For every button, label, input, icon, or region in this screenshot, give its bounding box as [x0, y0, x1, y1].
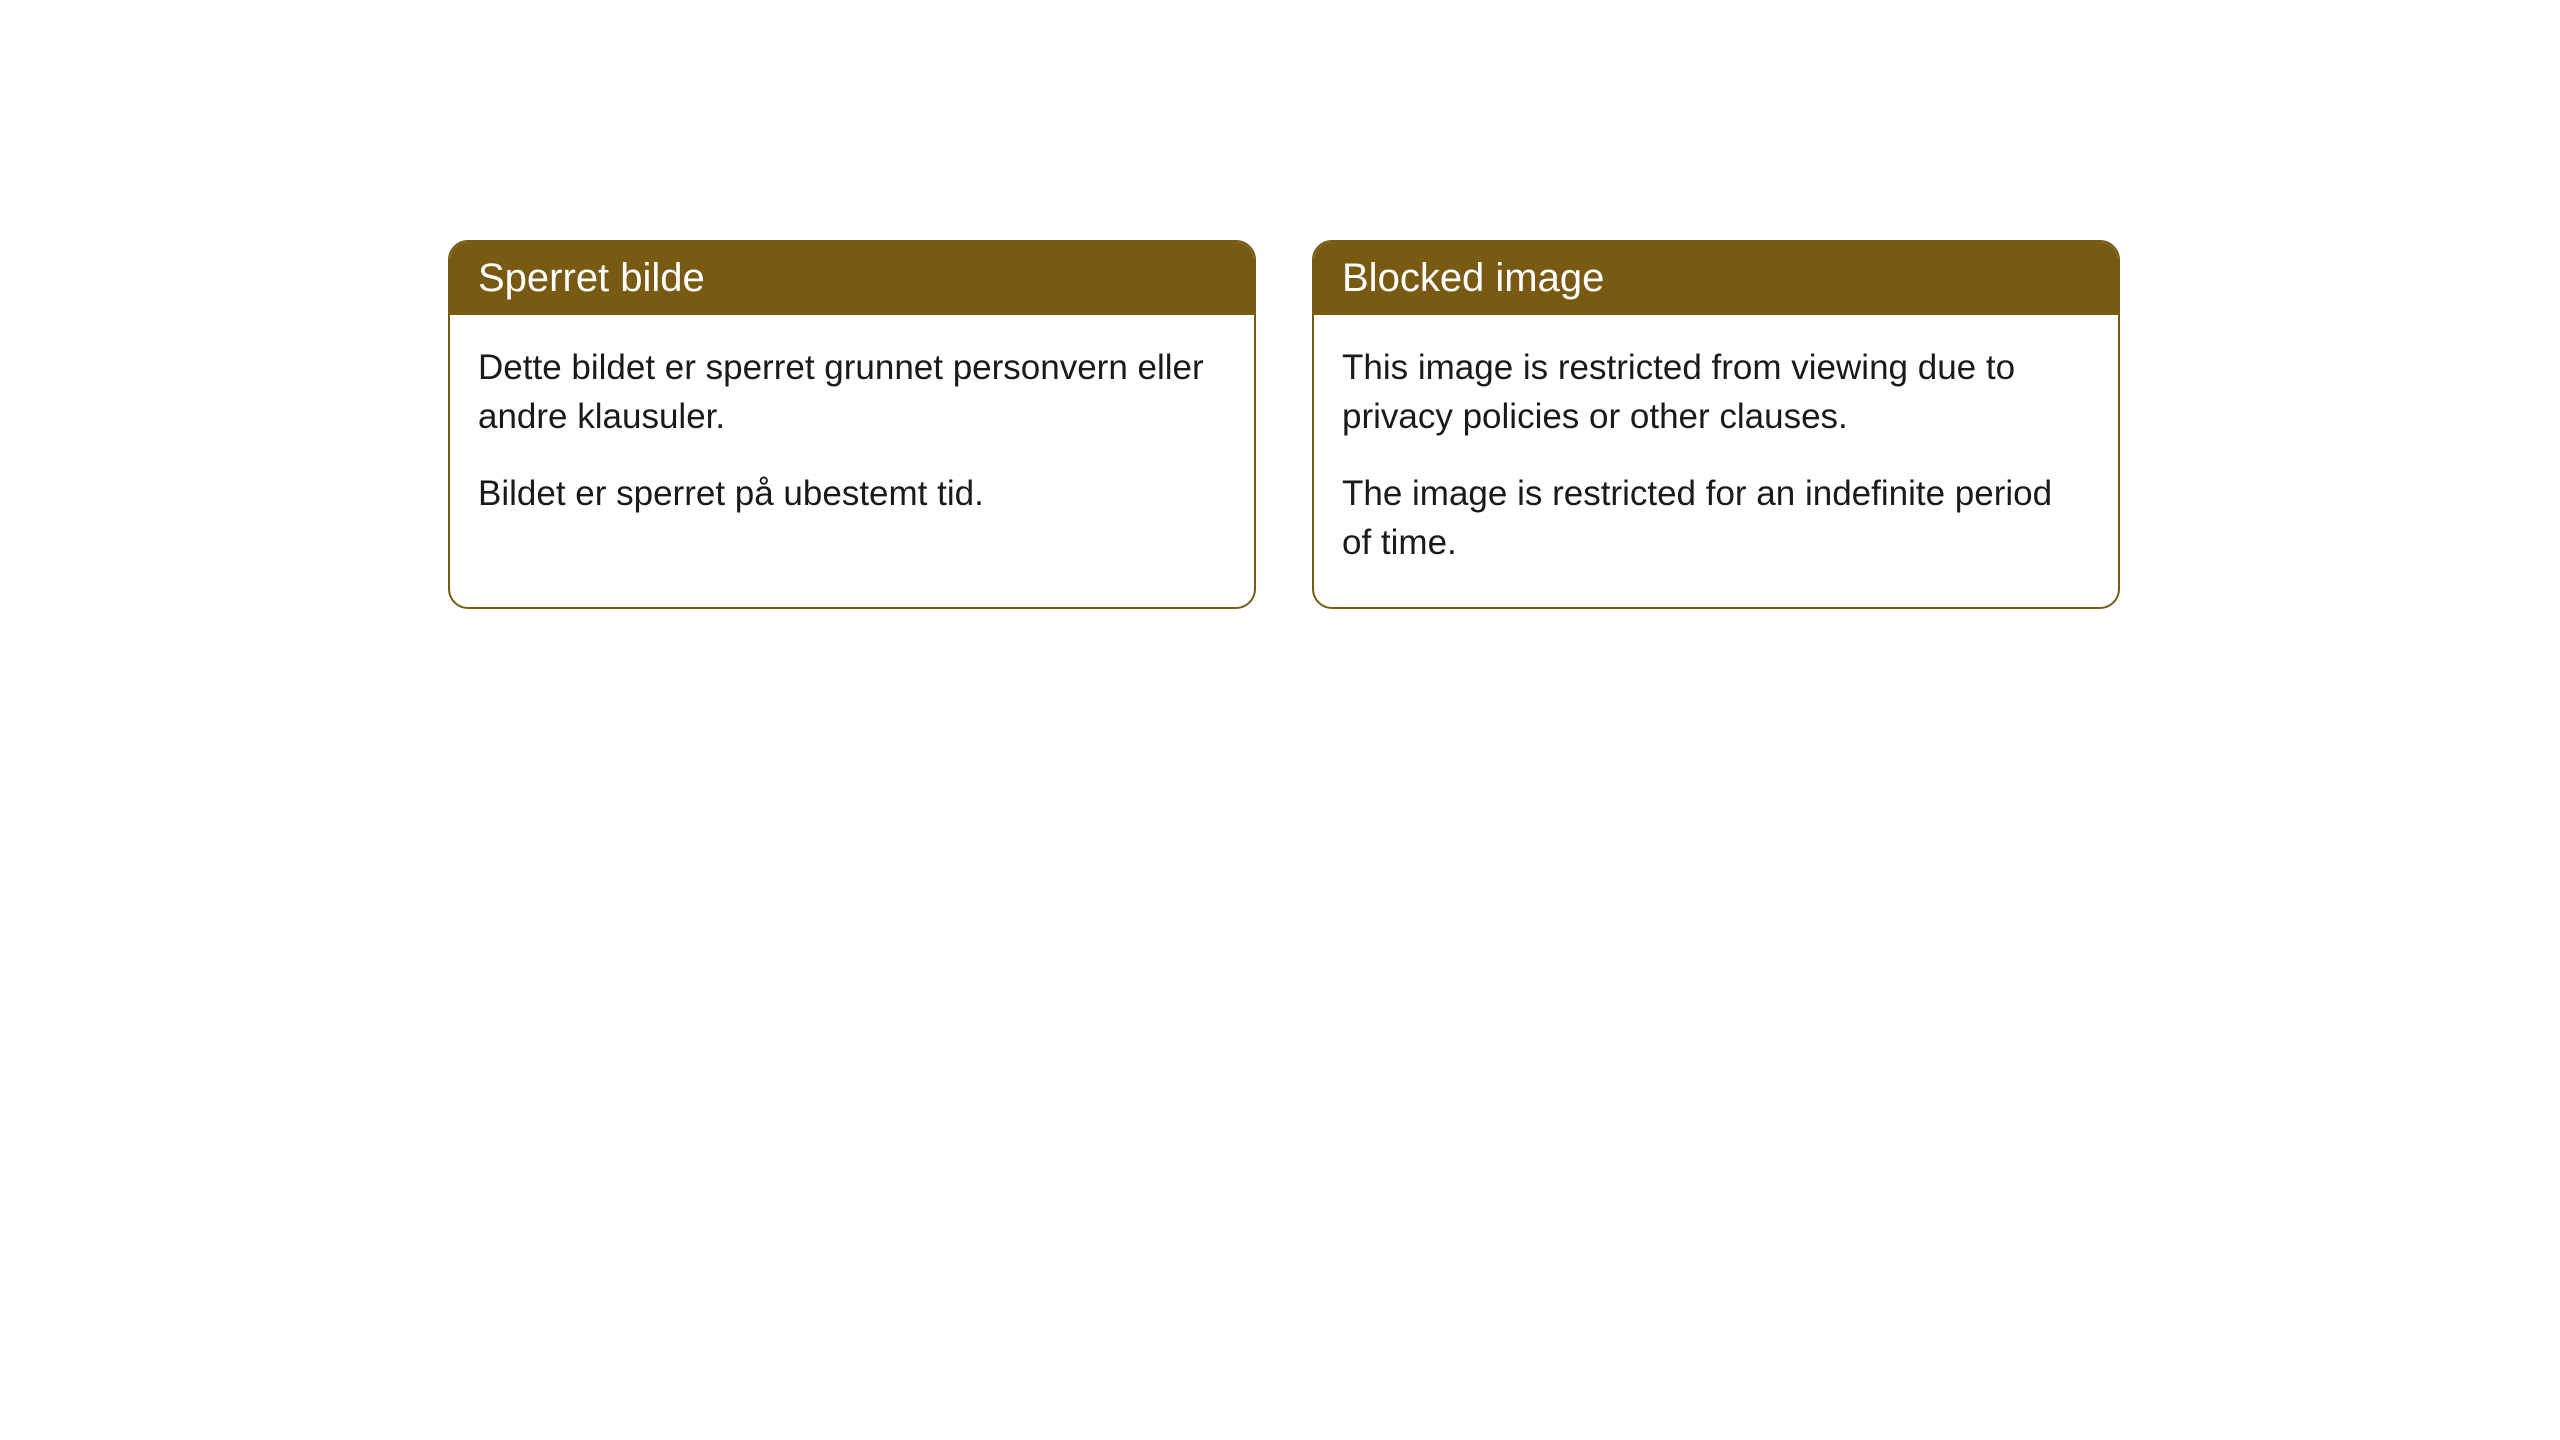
notice-cards-container: Sperret bilde Dette bildet er sperret gr… — [448, 240, 2120, 609]
notice-card-english: Blocked image This image is restricted f… — [1312, 240, 2120, 609]
card-header-english: Blocked image — [1314, 242, 2118, 315]
notice-card-norwegian: Sperret bilde Dette bildet er sperret gr… — [448, 240, 1256, 609]
card-text-paragraph: Dette bildet er sperret grunnet personve… — [478, 343, 1226, 441]
card-text-paragraph: The image is restricted for an indefinit… — [1342, 469, 2090, 567]
card-body-english: This image is restricted from viewing du… — [1314, 315, 2118, 607]
card-text-paragraph: Bildet er sperret på ubestemt tid. — [478, 469, 1226, 518]
card-title: Sperret bilde — [478, 256, 705, 300]
card-text-paragraph: This image is restricted from viewing du… — [1342, 343, 2090, 441]
card-body-norwegian: Dette bildet er sperret grunnet personve… — [450, 315, 1254, 558]
card-header-norwegian: Sperret bilde — [450, 242, 1254, 315]
card-title: Blocked image — [1342, 256, 1604, 300]
